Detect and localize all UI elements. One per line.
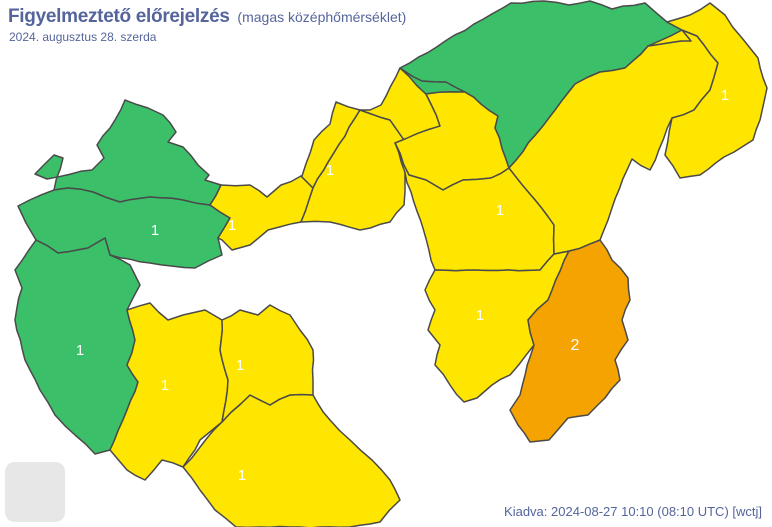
svg-text:1: 1 [151,222,159,239]
svg-text:1: 1 [228,217,236,234]
svg-text:1: 1 [721,87,729,104]
svg-text:2: 2 [571,337,580,354]
svg-text:1: 1 [326,162,334,179]
svg-text:1: 1 [236,357,244,374]
svg-text:1: 1 [656,162,664,179]
svg-text:1: 1 [161,377,169,394]
svg-text:1: 1 [76,342,84,359]
svg-text:1: 1 [238,467,246,484]
svg-text:1: 1 [496,202,504,219]
svg-text:1: 1 [476,307,484,324]
